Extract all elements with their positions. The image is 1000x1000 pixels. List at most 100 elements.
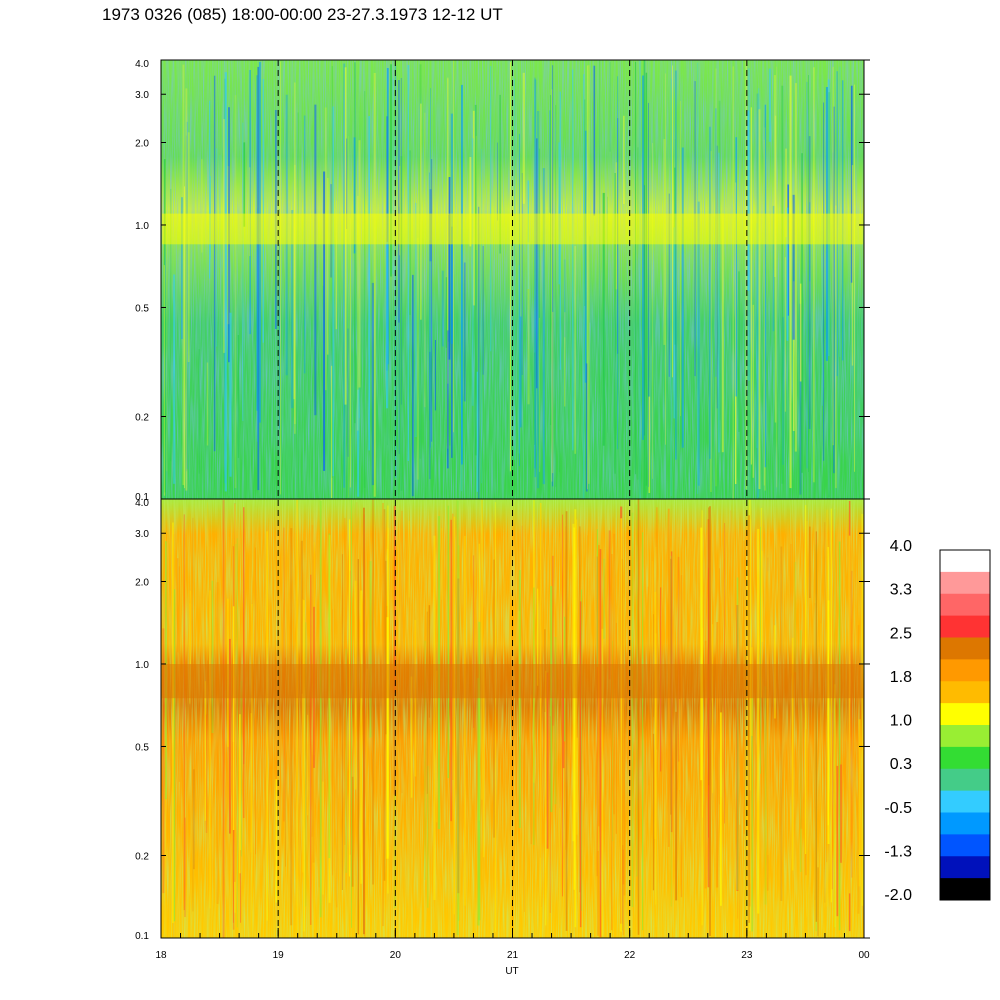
x-tick-label: 00 — [858, 950, 870, 961]
y-tick-label: 0.1 — [135, 931, 149, 942]
streak — [193, 769, 195, 870]
streak — [184, 817, 186, 917]
streak — [198, 349, 200, 474]
streak — [839, 66, 841, 357]
streak — [192, 517, 194, 912]
streak — [835, 205, 837, 489]
streak — [369, 561, 372, 738]
colorbar-label: 3.3 — [890, 582, 912, 599]
streak — [861, 514, 864, 906]
streak — [216, 148, 218, 347]
streak — [611, 554, 613, 931]
streak — [332, 609, 333, 876]
streak — [579, 526, 581, 893]
streak — [201, 159, 203, 253]
streak — [482, 246, 484, 375]
streak — [718, 100, 721, 421]
streak — [848, 535, 851, 894]
streak — [675, 711, 678, 901]
streak — [183, 514, 185, 911]
streak — [745, 654, 746, 924]
streak — [519, 133, 520, 466]
streak — [652, 733, 655, 891]
colorbar-label: -2.0 — [884, 887, 912, 904]
streak — [407, 65, 409, 461]
streak — [482, 664, 485, 858]
streak — [536, 138, 538, 389]
streak — [564, 312, 566, 407]
streak — [478, 621, 481, 921]
streak — [234, 95, 237, 489]
streak — [800, 630, 802, 872]
streak — [708, 567, 709, 838]
streak — [761, 550, 764, 642]
streak — [290, 528, 293, 926]
streak — [609, 61, 611, 152]
colorbar-segment — [940, 659, 990, 682]
streak — [643, 60, 646, 499]
streak — [387, 505, 389, 894]
streak — [521, 173, 523, 375]
x-axis-ticks: 18 19 20 21 22 23 00 — [155, 928, 870, 961]
streak — [424, 640, 426, 880]
streak — [681, 147, 684, 448]
streak — [206, 362, 209, 446]
streak — [182, 64, 185, 486]
streak — [185, 88, 188, 491]
colorbar-labels: 4.0 3.3 2.5 1.8 1.0 0.3 -0.5 -1.3 -2.0 — [884, 538, 912, 904]
streak — [236, 538, 238, 928]
streak — [162, 628, 165, 894]
streak — [172, 522, 174, 923]
top-panel-band — [162, 213, 863, 245]
streak — [791, 637, 794, 871]
streak — [229, 312, 232, 477]
streak — [776, 66, 778, 488]
streak — [826, 509, 828, 907]
streak — [522, 72, 525, 204]
streak — [579, 601, 582, 928]
streak — [760, 507, 763, 698]
streak — [410, 676, 413, 798]
streak — [780, 546, 783, 901]
streak — [589, 236, 591, 323]
colorbar-label: -0.5 — [884, 800, 912, 817]
streak — [441, 527, 443, 600]
streak — [275, 779, 278, 903]
streak — [357, 389, 360, 497]
streak — [518, 570, 521, 828]
streak — [834, 509, 836, 929]
streak — [173, 534, 175, 938]
y-axis-ticks: 0.10.20.51.02.03.04.00.10.20.51.02.03.04… — [135, 59, 870, 942]
y-tick-label: 4.0 — [135, 498, 149, 509]
streak — [815, 531, 817, 922]
streak — [738, 271, 740, 432]
streak — [715, 68, 717, 487]
colorbar-label: 1.0 — [890, 713, 912, 730]
streak — [799, 283, 802, 382]
streak — [736, 577, 739, 891]
streak — [173, 589, 176, 922]
streak — [363, 507, 365, 935]
streak — [318, 540, 320, 888]
streak — [583, 74, 585, 499]
streak — [716, 622, 719, 888]
colorbar-label: 1.8 — [890, 669, 912, 686]
streak — [836, 765, 839, 917]
streak — [627, 526, 630, 759]
streak — [474, 104, 477, 456]
streak — [838, 541, 841, 931]
streak — [534, 77, 536, 469]
streak — [784, 257, 786, 412]
streak — [427, 765, 429, 908]
streak — [469, 157, 472, 247]
streak — [756, 93, 759, 499]
streak — [357, 559, 359, 935]
streak — [205, 714, 208, 833]
streak — [781, 85, 784, 484]
streak — [806, 521, 808, 917]
streak — [224, 72, 227, 492]
streak — [285, 657, 286, 867]
streak — [534, 79, 537, 478]
streak — [615, 622, 617, 834]
streak — [809, 526, 811, 598]
